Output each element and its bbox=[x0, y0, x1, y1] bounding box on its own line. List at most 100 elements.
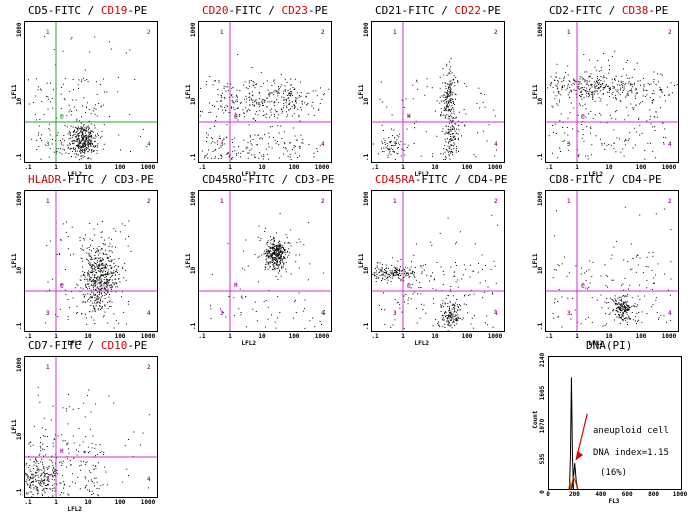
event-dot bbox=[80, 81, 82, 83]
event-dot bbox=[559, 101, 561, 103]
event-dot bbox=[291, 115, 293, 117]
event-dot bbox=[315, 90, 317, 92]
event-dot bbox=[37, 493, 38, 495]
event-dot bbox=[293, 147, 295, 149]
event-dot bbox=[264, 268, 266, 270]
quadrant-label: 4 bbox=[147, 141, 151, 148]
gate-marker: @ bbox=[581, 282, 585, 289]
event-dot bbox=[211, 157, 213, 159]
event-dot bbox=[106, 283, 107, 285]
event-dot bbox=[629, 132, 631, 134]
event-dot bbox=[447, 118, 449, 120]
event-dot bbox=[447, 315, 449, 317]
event-dot bbox=[84, 301, 86, 303]
event-dot bbox=[91, 494, 93, 495]
event-dot bbox=[450, 80, 452, 82]
event-dot bbox=[615, 240, 617, 242]
event-dot bbox=[28, 479, 30, 481]
event-dot bbox=[638, 319, 640, 321]
event-dot bbox=[445, 311, 446, 313]
pe-suffix: -PE bbox=[641, 173, 662, 186]
event-dot bbox=[618, 80, 619, 82]
event-dot bbox=[442, 303, 444, 305]
event-dot bbox=[272, 246, 274, 248]
event-dot bbox=[289, 92, 290, 94]
event-dot bbox=[397, 260, 399, 262]
event-dot bbox=[586, 270, 588, 272]
event-dot bbox=[240, 102, 242, 104]
event-dot bbox=[90, 300, 92, 302]
event-dot bbox=[398, 277, 399, 279]
event-dot bbox=[91, 281, 92, 283]
event-dot bbox=[76, 454, 78, 456]
event-dot bbox=[94, 257, 96, 259]
dna-y-tick-label: 2140 bbox=[539, 352, 546, 367]
event-dot bbox=[626, 95, 628, 97]
event-dot bbox=[259, 110, 261, 112]
event-dot bbox=[289, 242, 291, 244]
event-dot bbox=[320, 87, 322, 89]
event-dot bbox=[388, 274, 390, 275]
event-dot bbox=[581, 90, 583, 92]
event-dot bbox=[64, 125, 66, 127]
event-dot bbox=[83, 138, 84, 140]
x-tick-label: 1000 bbox=[141, 499, 156, 506]
event-dot bbox=[431, 244, 433, 246]
event-dot bbox=[210, 308, 212, 310]
event-dot bbox=[387, 154, 389, 156]
event-dot bbox=[90, 411, 92, 413]
event-dot bbox=[85, 128, 87, 130]
event-dot bbox=[578, 84, 580, 85]
event-dot bbox=[581, 87, 583, 89]
event-dot bbox=[566, 127, 568, 128]
event-dot bbox=[62, 407, 64, 409]
event-dot bbox=[288, 94, 290, 96]
event-dot bbox=[472, 270, 474, 272]
event-dot bbox=[384, 271, 386, 273]
event-dot bbox=[76, 312, 77, 314]
event-dot bbox=[85, 144, 87, 146]
event-dot bbox=[588, 76, 590, 78]
event-dot bbox=[660, 107, 661, 109]
event-dot bbox=[458, 120, 460, 122]
event-dot bbox=[445, 98, 447, 100]
event-dot bbox=[116, 270, 118, 272]
event-dot bbox=[398, 136, 400, 138]
event-dot bbox=[412, 84, 414, 86]
event-dot bbox=[104, 277, 106, 278]
event-dot bbox=[630, 88, 632, 90]
event-dot bbox=[101, 284, 103, 286]
event-dot bbox=[29, 487, 31, 488]
event-dot bbox=[621, 284, 622, 286]
event-dot bbox=[99, 299, 101, 301]
event-dot bbox=[89, 263, 91, 265]
event-dot bbox=[267, 252, 269, 254]
event-dot bbox=[90, 296, 91, 298]
event-dot bbox=[84, 487, 86, 489]
event-dot bbox=[227, 243, 229, 245]
event-dot bbox=[559, 120, 561, 122]
event-dot bbox=[448, 108, 450, 110]
plot-title: CD45RO-FITC / CD3-PE bbox=[202, 173, 334, 186]
event-dot bbox=[233, 102, 235, 104]
event-dot bbox=[49, 488, 51, 490]
event-dot bbox=[100, 281, 102, 283]
event-dot bbox=[90, 479, 92, 481]
event-dot bbox=[232, 96, 234, 98]
event-dot bbox=[235, 153, 237, 155]
event-dot bbox=[400, 141, 402, 143]
event-dot bbox=[69, 135, 71, 136]
event-dot bbox=[82, 157, 84, 159]
event-dot bbox=[67, 423, 69, 425]
event-dot bbox=[607, 91, 609, 93]
event-dot bbox=[457, 306, 459, 308]
event-dot bbox=[277, 260, 279, 262]
event-dot bbox=[71, 136, 73, 138]
event-dot bbox=[391, 128, 392, 130]
event-dot bbox=[111, 279, 113, 281]
event-dot bbox=[50, 419, 52, 421]
event-dot bbox=[98, 276, 100, 278]
event-dot bbox=[451, 92, 453, 94]
event-dot bbox=[39, 401, 41, 403]
